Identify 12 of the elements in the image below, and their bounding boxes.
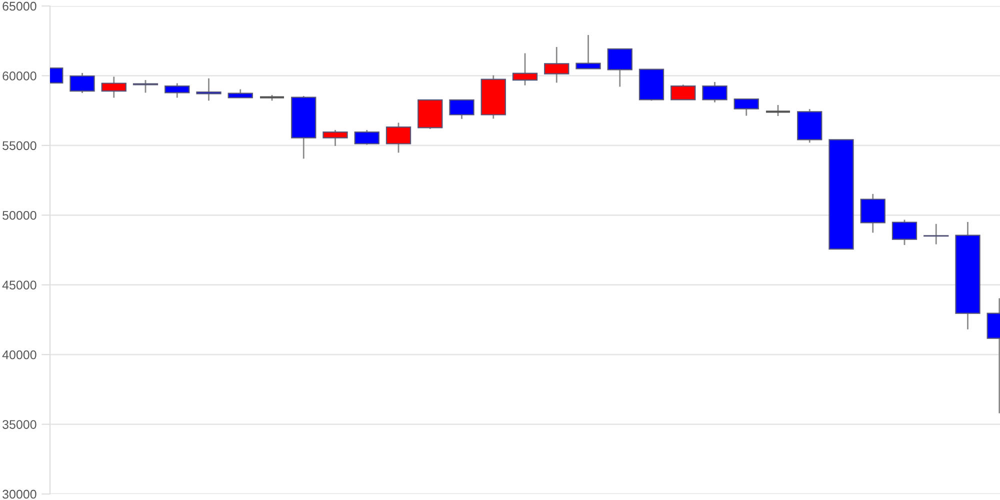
- y-tick-label: 45000: [2, 280, 36, 290]
- y-tick-label: 65000: [2, 2, 36, 11]
- candlestick: [132, 79, 158, 94]
- y-tick-label: 55000: [2, 141, 36, 150]
- y-tick-label: 60000: [2, 72, 36, 80]
- y-tick-label: 40000: [2, 350, 36, 360]
- candlestick: [764, 104, 792, 117]
- y-tick-label: 30000: [2, 490, 36, 499]
- y-tick-label: 50000: [2, 210, 36, 220]
- candlestick: [924, 223, 949, 245]
- candlestick: [196, 78, 222, 102]
- y-tick-label: 35000: [2, 420, 36, 429]
